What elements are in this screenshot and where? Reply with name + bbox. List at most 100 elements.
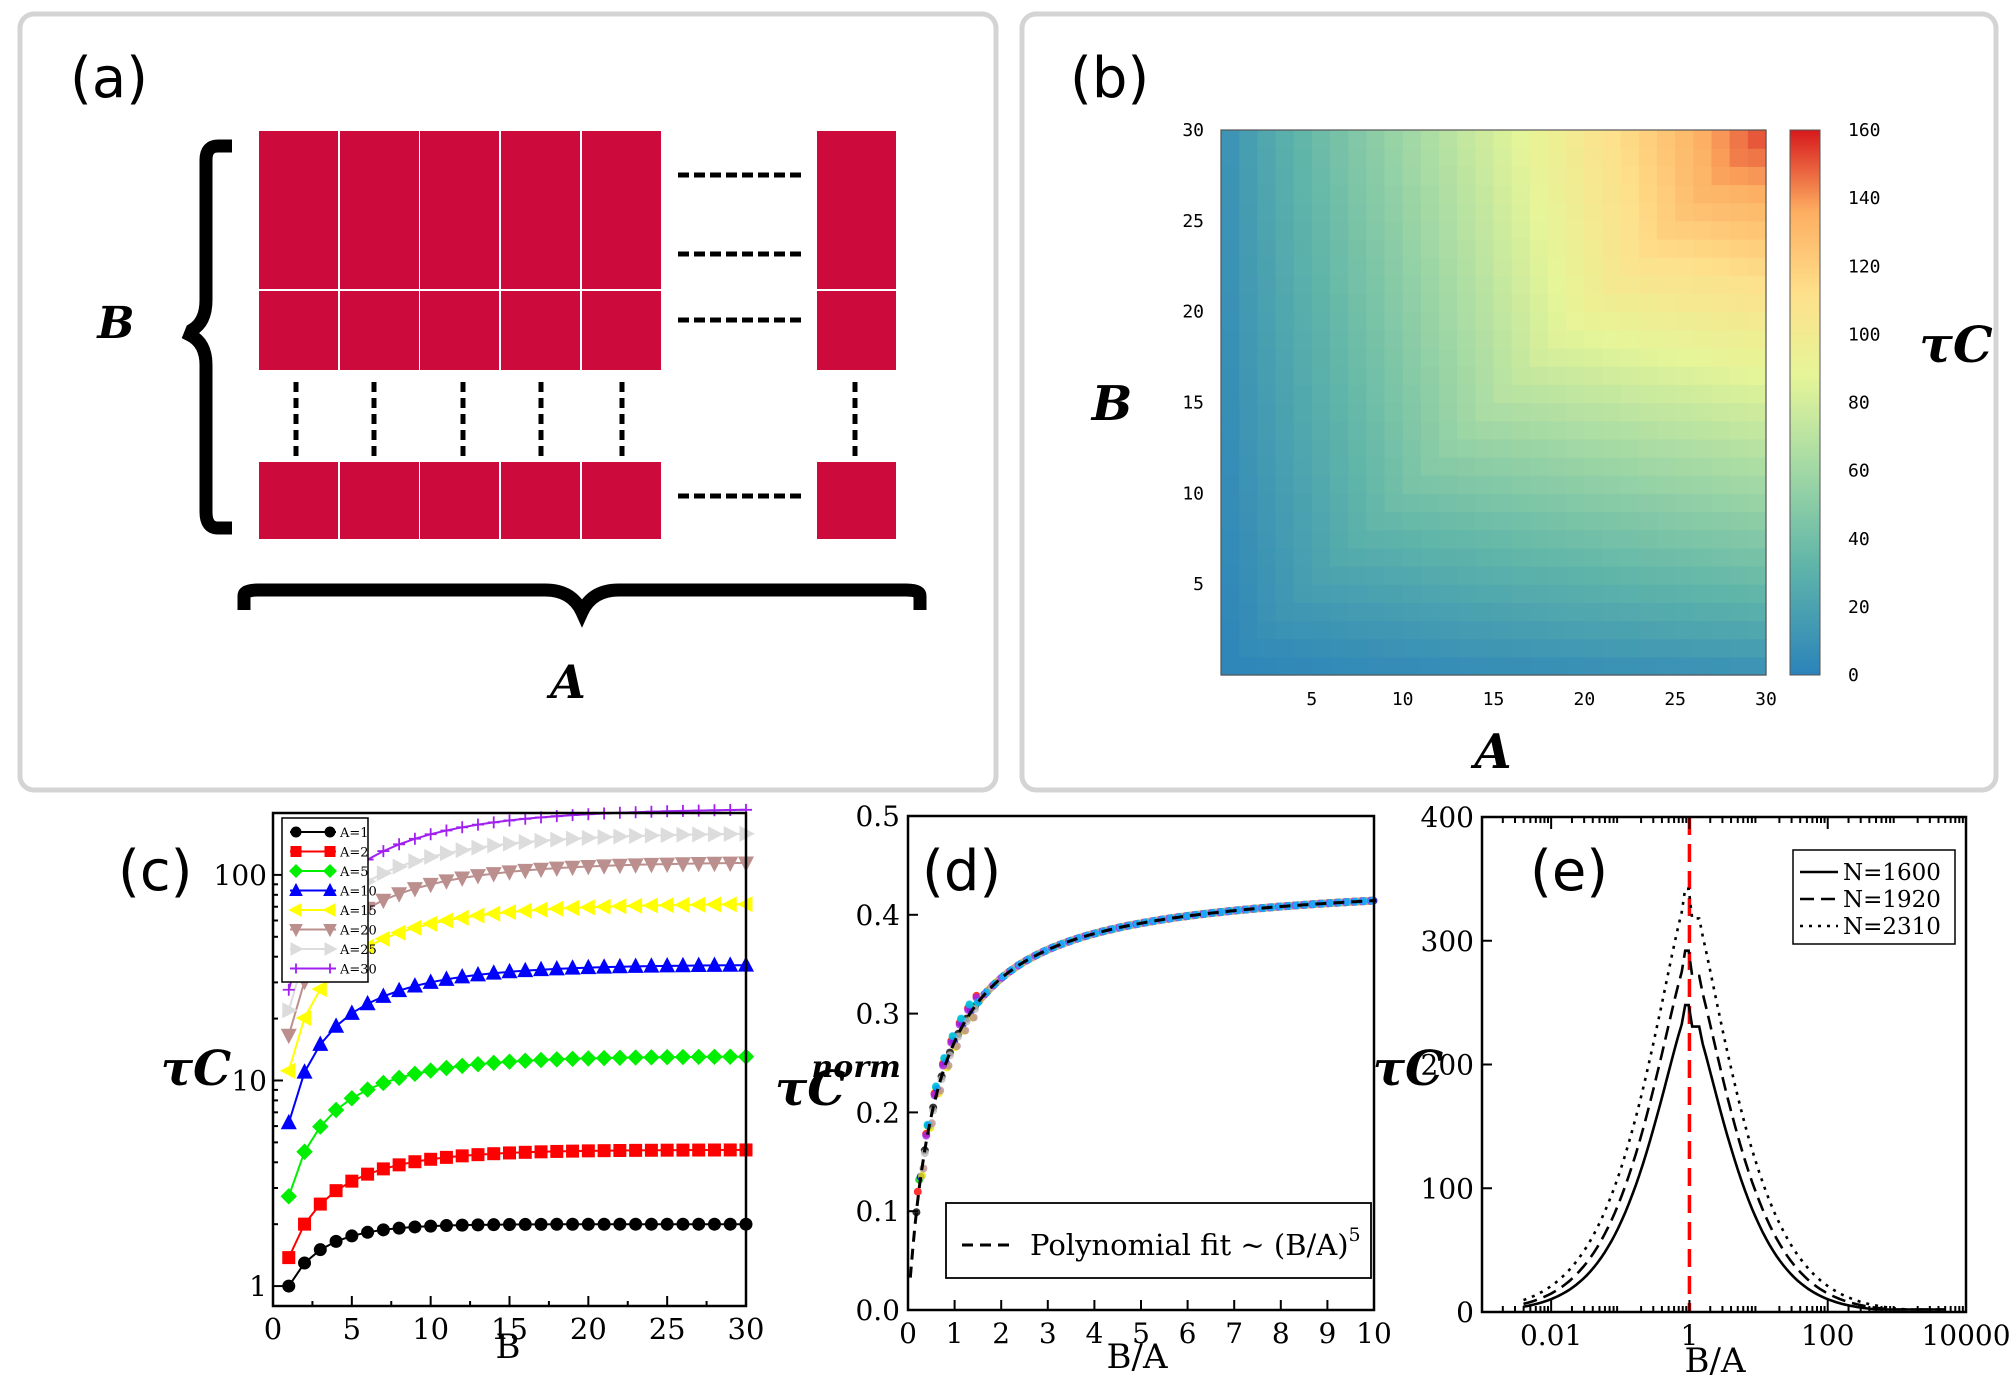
heatmap-cell: [1439, 529, 1458, 549]
heatmap-cell: [1366, 475, 1386, 494]
heatmap-cell: [1693, 493, 1713, 513]
heatmap-cell: [1529, 438, 1549, 458]
heatmap-cell: [1638, 166, 1658, 186]
heatmap-cell: [1638, 529, 1658, 549]
heatmap-cell: [1384, 130, 1404, 149]
heatmap-cell: [1420, 329, 1440, 349]
heatmap-cell: [1675, 239, 1694, 258]
heatmap-cell: [1348, 529, 1367, 549]
heatmap-cell: [1420, 166, 1440, 186]
heatmap-cell: [1275, 202, 1295, 222]
chart-c-point-A=20: [280, 1028, 297, 1045]
heatmap-cell: [1239, 220, 1258, 240]
legend-label-N=1920: N=1920: [1843, 887, 1941, 913]
heatmap-cell: [1493, 275, 1513, 295]
colorbar-tick-label: 120: [1848, 256, 1881, 277]
chart-c-point-A=30: [424, 828, 437, 841]
heatmap-cell: [1620, 130, 1640, 149]
heatmap-cell: [1457, 239, 1476, 258]
chart-d-plot: [908, 896, 1378, 1278]
heatmap-cell: [1348, 257, 1367, 276]
chart-c-point-A=30: [377, 845, 390, 858]
chart-c-point-A=5: [706, 1048, 723, 1066]
heatmap-cell: [1493, 511, 1513, 531]
legend-label-fit: Polynomial fit ~ (B/A)5: [1030, 1224, 1361, 1262]
heatmap-cell: [1657, 475, 1676, 494]
chart-c-point-A=1: [550, 1217, 564, 1231]
heatmap-cell: [1529, 475, 1549, 494]
heatmap-cell: [1511, 257, 1531, 276]
chart-c-point-A=10: [375, 987, 392, 1003]
lattice-site: [259, 462, 338, 539]
heatmap-cell: [1529, 384, 1549, 404]
chart-c-point-A=5: [312, 1118, 329, 1135]
heatmap-cell: [1348, 384, 1367, 404]
panel-a: (a) B A: [17, 11, 999, 793]
heatmap-cell: [1566, 493, 1585, 513]
chart-c-point-A=2: [455, 1149, 469, 1163]
heatmap-cell: [1475, 602, 1495, 622]
heatmap-cell: [1638, 329, 1658, 349]
chart-c-point-A=10: [533, 960, 550, 977]
heatmap-cell: [1275, 602, 1295, 622]
heatmap-cell: [1439, 257, 1458, 276]
chart-c-point-A=10: [391, 981, 408, 998]
heatmap-cell: [1602, 438, 1622, 458]
chart-c-point-A=25: [424, 848, 440, 865]
heatmap-cell: [1584, 511, 1604, 531]
heatmap-cell: [1439, 348, 1458, 367]
heatmap-cell: [1475, 656, 1495, 676]
heatmap-cell: [1493, 656, 1513, 676]
heatmap-cell: [1348, 584, 1367, 603]
heatmap-cell: [1348, 511, 1367, 531]
heatmap-cell: [1693, 566, 1713, 585]
heatmap-cell: [1457, 402, 1476, 422]
heatmap-cell: [1439, 547, 1458, 567]
heatmap-cell: [1457, 475, 1476, 494]
chart-c-point-A=10: [722, 956, 739, 972]
heatmap-cell: [1638, 275, 1658, 295]
heatmap-cell: [1239, 275, 1258, 295]
heatmap-cell: [1475, 166, 1495, 186]
heatmap-cell: [1348, 566, 1367, 585]
heatmap-cell: [1729, 438, 1749, 458]
heatmap-cell: [1620, 457, 1640, 476]
heatmap-cell: [1638, 566, 1658, 585]
heatmap-cell: [1493, 257, 1513, 276]
heatmap-cell: [1638, 366, 1658, 385]
chart-c-point-A=1: [298, 1256, 312, 1270]
heatmap-cell: [1221, 475, 1240, 494]
heatmap-cell: [1657, 402, 1676, 422]
heatmap-y-ticks: 5 10 15 20 25 30: [1182, 120, 1204, 595]
heatmap-cell: [1275, 438, 1295, 458]
heatmap-cell: [1439, 511, 1458, 531]
chart-c-point-A=10: [611, 957, 628, 974]
chart-c-point-A=15: [516, 902, 532, 919]
heatmap-cell: [1439, 239, 1458, 258]
chart-c-point-A=10: [438, 970, 455, 986]
heatmap-cell: [1384, 438, 1404, 458]
chart-c-point-A=25: [518, 834, 535, 851]
heatmap-cell: [1602, 239, 1622, 258]
heatmap-cell: [1747, 275, 1767, 295]
heatmap-cell: [1275, 584, 1295, 603]
heatmap-cell: [1239, 329, 1258, 349]
heatmap-cell: [1275, 348, 1295, 367]
heatmap-cell: [1311, 547, 1331, 567]
heatmap-cell: [1693, 420, 1713, 440]
chart-c-point-A=1: [361, 1225, 375, 1239]
heatmap-cell: [1239, 239, 1258, 258]
chart-c-x-tick-label: 20: [570, 1312, 607, 1346]
chart-c-point-A=2: [644, 1143, 658, 1157]
chart-c-point-A=5: [390, 1069, 408, 1087]
vertical-ellipsis: [293, 382, 858, 458]
heatmap-cell: [1221, 329, 1240, 349]
heatmap-cell: [1693, 239, 1713, 258]
heatmap-cell: [1511, 493, 1531, 513]
chart-c-point-A=25: [723, 825, 740, 843]
chart-e-x-tick-label: 100: [1801, 1319, 1854, 1352]
chart-c-point-A=25: [707, 826, 724, 843]
heatmap-cell: [1311, 638, 1331, 658]
heatmap-cell: [1529, 529, 1549, 549]
